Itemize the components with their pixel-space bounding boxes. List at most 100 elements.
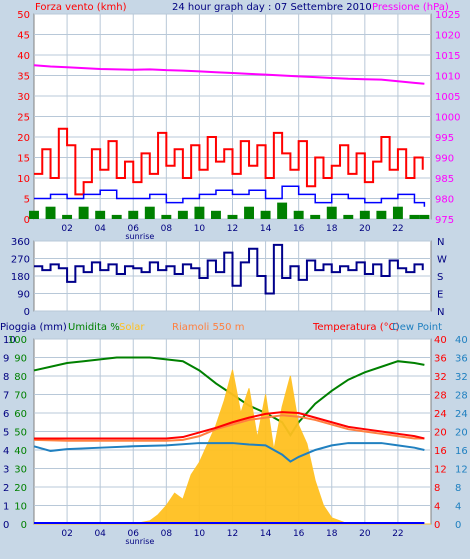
rain-tick-label: 1 [3,502,9,513]
direction-tick-label: 90 [17,290,30,301]
dew-tick-label: 4 [455,502,461,513]
dew-tick-label: 0 [455,520,461,531]
wind-tick-label: 5 [24,195,30,206]
pressure-tick-label: 995 [435,133,454,144]
x-tick-label: 16 [293,224,305,234]
solar-axis-title: Solar [119,322,145,333]
wind-min-bar [78,206,89,219]
pressure-tick-label: 985 [435,174,454,185]
x-tick-label: 06 [128,529,140,539]
x-tick-label: 12 [227,224,238,234]
temperature-line [34,411,425,440]
rain-tick-label: 2 [3,483,9,494]
humidity-tick-label: 10 [14,502,27,513]
wind-min-bar [260,210,271,219]
humidity-tick-label: 40 [14,446,27,457]
wind-avg-line [34,185,426,207]
x-tick-label: 22 [392,224,403,234]
humidity-tick-label: 0 [21,520,27,531]
x-tick-label: 20 [359,529,371,539]
x-tick-label: 10 [194,529,206,539]
x-tick-label: 08 [161,224,173,234]
x-tick-label: 14 [260,529,272,539]
wind-min-bar [45,206,56,219]
rain-tick-label: 9 [3,354,9,365]
wind-min-bar [310,214,321,219]
temperature-tick-label: 20 [434,428,447,439]
wind-min-bar [210,210,221,219]
pressure-tick-label: 1020 [435,31,460,42]
dew-tick-label: 12 [455,465,468,476]
compass-label: S [437,272,443,283]
wind-axis-title: Forza vento (kmh) [35,2,127,13]
wind-min-bar [326,206,337,219]
wind-min-bar [227,214,238,219]
humidity-tick-label: 50 [14,428,27,439]
wind-tick-label: 50 [17,10,30,21]
humidity-tick-label: 100 [8,335,27,346]
wind-tick-label: 10 [17,174,30,185]
dew-tick-label: 16 [455,446,468,457]
rain-tick-label: 4 [3,446,9,457]
x-tick-label: 02 [61,529,72,539]
temperature-tick-label: 12 [434,465,447,476]
wind-min-bar [359,210,370,219]
dew-tick-label: 24 [455,409,468,420]
direction-tick-label: 180 [11,272,30,283]
compass-label: N [437,307,444,318]
x-tick-label: 10 [194,224,206,234]
rain-tick-label: 8 [3,372,9,383]
rain-tick-label: 10 [3,335,16,346]
wind-min-bar [194,206,205,219]
wind-min-bar [392,206,403,219]
wind-tick-label: 35 [17,72,30,83]
wind-min-bar [144,206,155,219]
direction-tick-label: 360 [11,237,30,248]
humidity-tick-label: 20 [14,483,27,494]
temperature-tick-label: 0 [434,520,440,531]
pressure-tick-label: 980 [435,195,454,206]
wind-tick-label: 40 [17,51,30,62]
dew-axis-title: Dew Point [392,322,442,333]
rain-axis-title: Pioggia (mm) [0,322,67,333]
compass-label: N [437,237,444,248]
pressure-tick-label: 990 [435,154,454,165]
wind-tick-label: 20 [17,133,30,144]
x-tick-label: 06 [128,224,140,234]
compass-label: E [437,290,443,301]
riamoli-line [33,414,425,442]
temperature-tick-label: 28 [434,391,447,402]
x-tick-label: 04 [94,224,106,234]
dew-point-line [33,442,425,463]
wind-min-bar [376,210,387,219]
temperature-tick-label: 8 [434,483,440,494]
x-tick-label: 04 [94,529,106,539]
rain-tick-label: 0 [3,520,9,531]
wind-min-bar [62,214,73,219]
wind-min-bar [177,210,188,219]
dew-tick-label: 40 [455,335,468,346]
x-tick-label: 12 [227,529,238,539]
dew-tick-label: 28 [455,391,468,402]
sunrise-label: sunrise [125,232,154,241]
wind-gust-line [34,127,424,196]
wind-min-bar [128,210,139,219]
temperature-tick-label: 36 [434,354,447,365]
wind-min-bar [419,214,430,219]
wind-min-bar [409,214,420,219]
temperature-tick-label: 4 [434,502,440,513]
sunrise-label: sunrise [125,537,154,546]
chart-title: 24 hour graph day : 07 Settembre 2010 [172,2,372,13]
humidity-tick-label: 60 [14,409,27,420]
dew-tick-label: 32 [455,372,468,383]
wind-min-bar [293,210,304,219]
dew-tick-label: 36 [455,354,468,365]
pressure-line [33,64,425,85]
wind-min-bar [161,214,172,219]
pressure-axis-title: Pressione (hPa) [372,2,449,13]
wind-tick-label: 0 [24,215,30,226]
x-tick-label: 20 [359,224,371,234]
temperature-tick-label: 32 [434,372,447,383]
